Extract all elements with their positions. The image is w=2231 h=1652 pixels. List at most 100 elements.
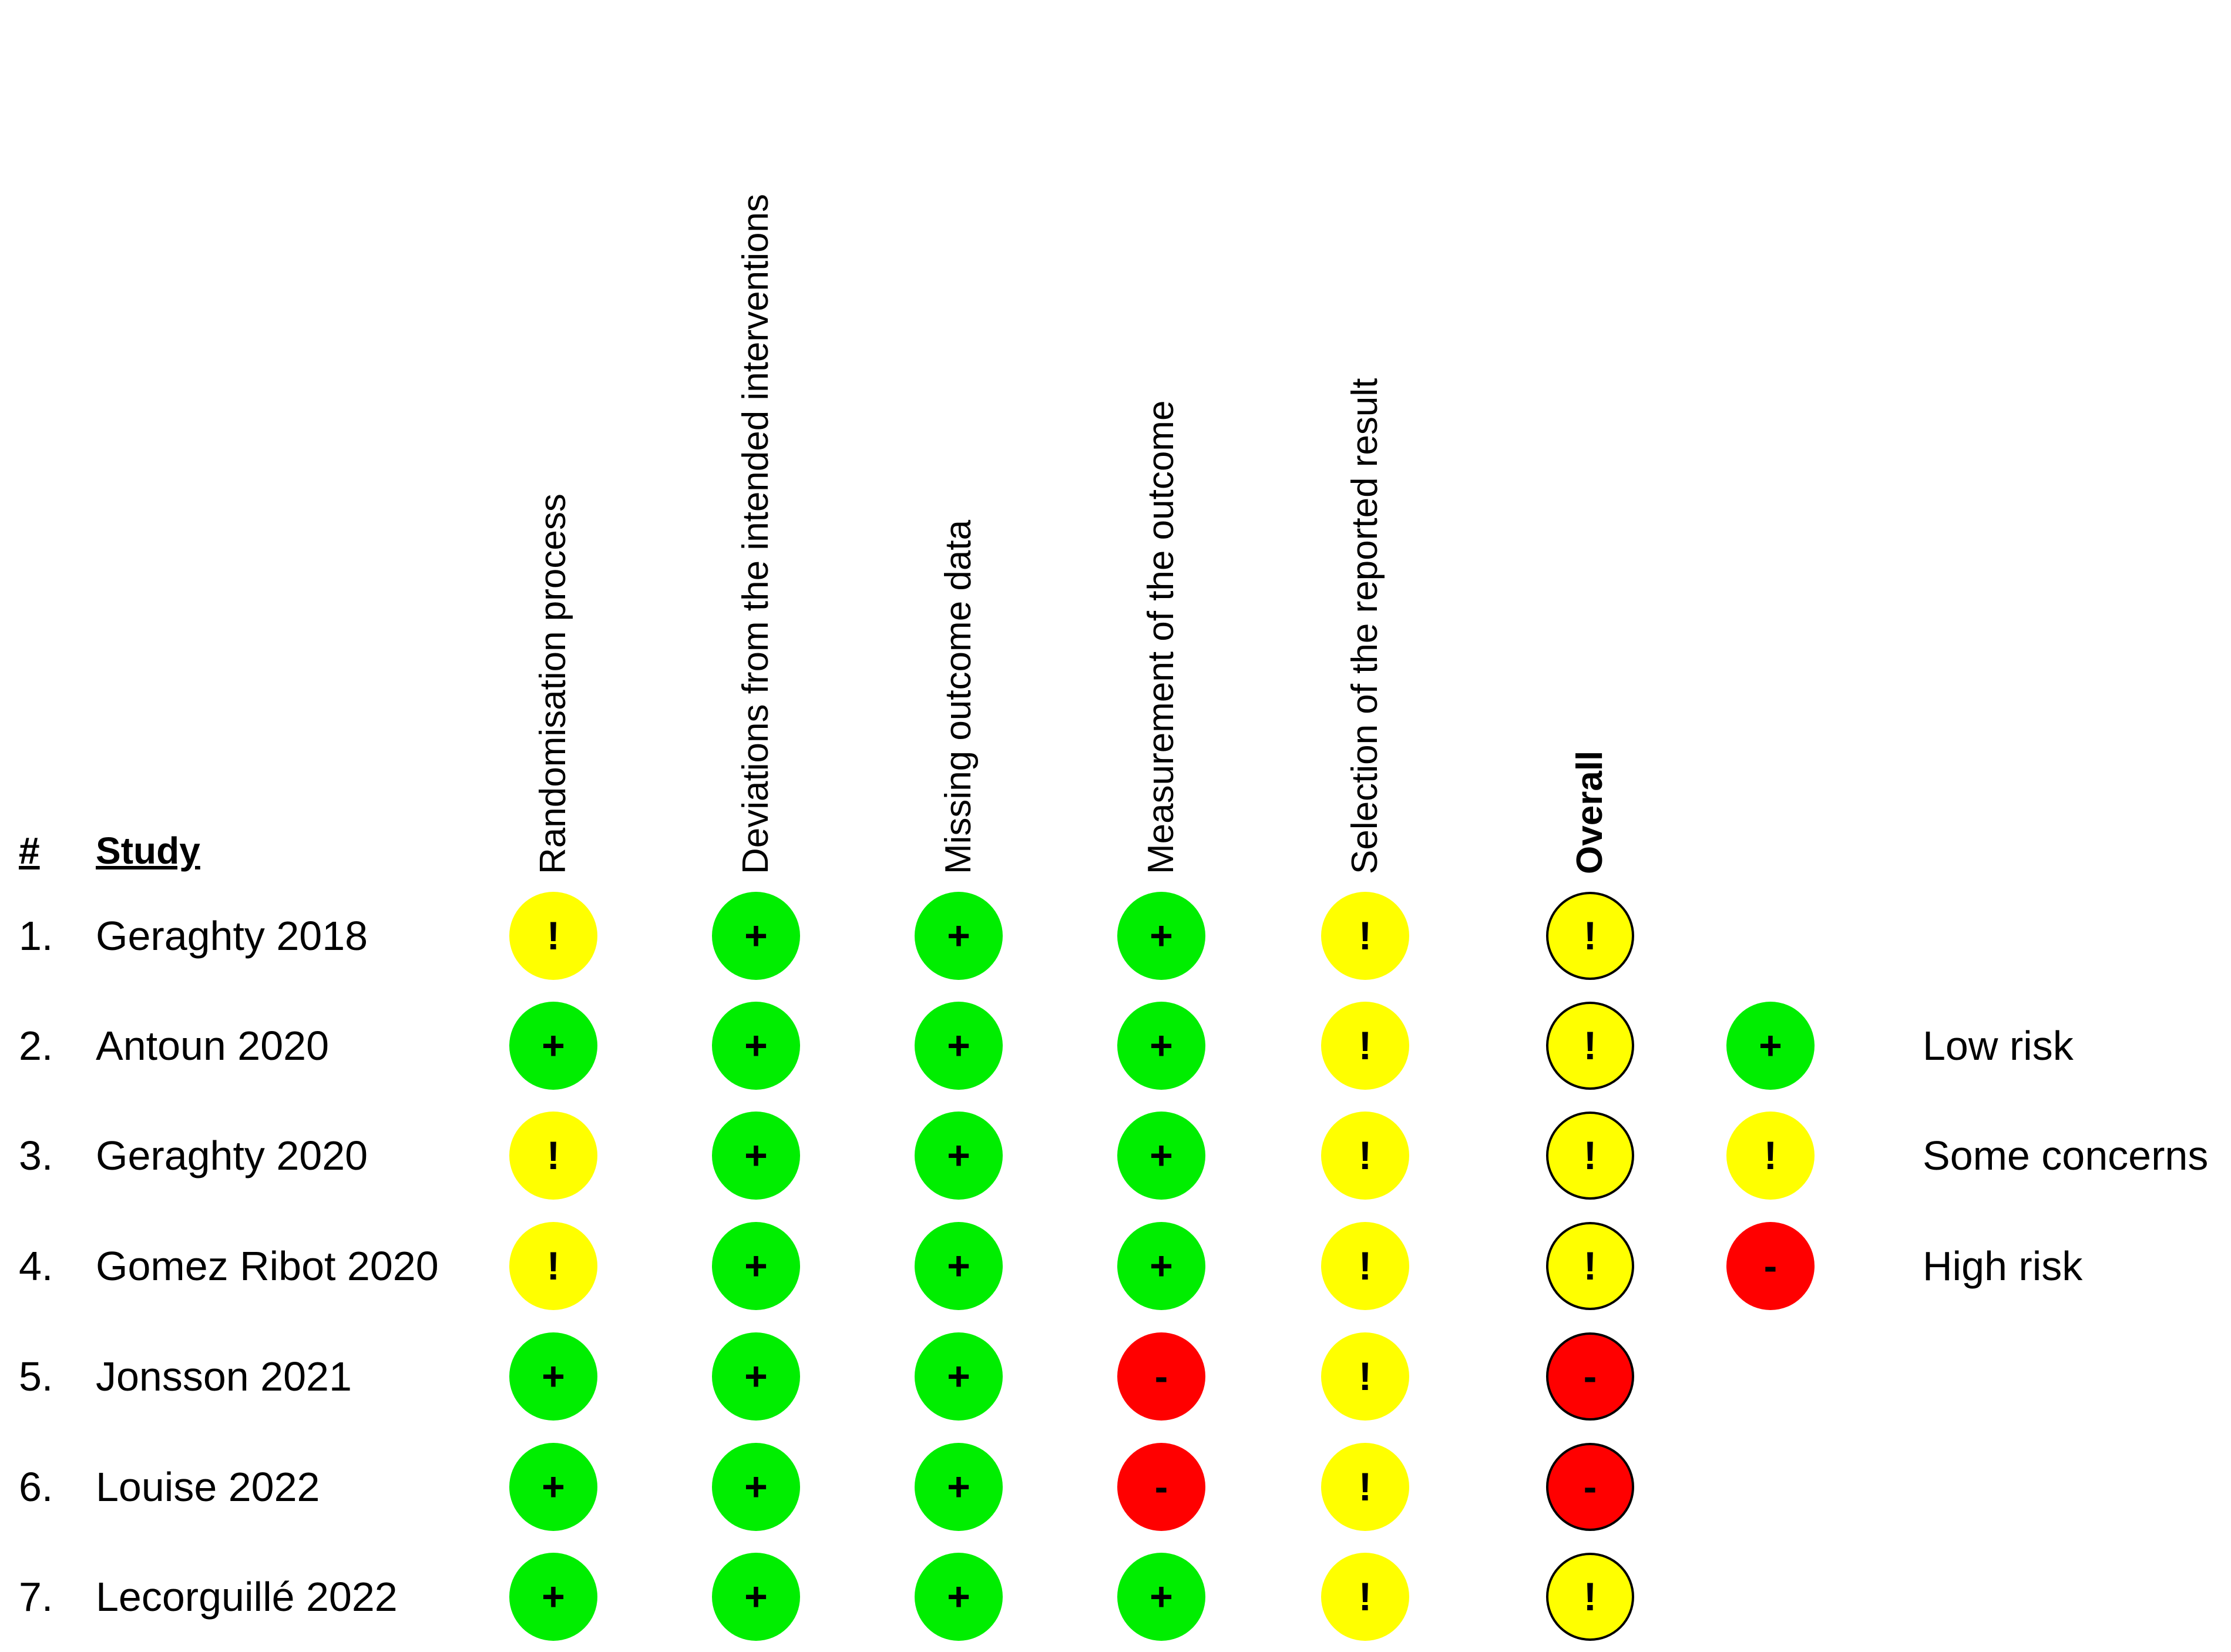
rating-some-dot: ! [1546, 1002, 1634, 1090]
legend-high-dot: - [1726, 1222, 1815, 1310]
rating-some-dot: ! [1321, 1112, 1409, 1200]
rating-symbol: + [947, 1465, 970, 1509]
rating-symbol: - [1154, 1465, 1168, 1509]
rating-low-dot: + [1117, 892, 1205, 980]
rating-symbol: + [1150, 1023, 1173, 1068]
rating-some-dot: ! [1321, 892, 1409, 980]
study-number: 2. [19, 1023, 53, 1069]
rating-some-dot: ! [1321, 1002, 1409, 1090]
rating-symbol: ! [1358, 1465, 1372, 1509]
rating-low-dot: + [915, 1332, 1003, 1421]
rating-symbol: + [1150, 1244, 1173, 1288]
header-number: # [19, 830, 40, 872]
rating-symbol: ! [1358, 1354, 1372, 1399]
rating-some-dot: ! [509, 1222, 597, 1310]
rating-some-dot: ! [1321, 1553, 1409, 1641]
rating-high-dot: - [1117, 1332, 1205, 1421]
rating-symbol: ! [1358, 1244, 1372, 1288]
rating-high-dot: - [1546, 1332, 1634, 1421]
rating-symbol: + [744, 1465, 768, 1509]
rating-symbol: + [1150, 1574, 1173, 1619]
rating-symbol: + [542, 1574, 565, 1619]
study-number: 4. [19, 1243, 53, 1289]
legend-some-label: Some concerns [1923, 1133, 2209, 1178]
rating-symbol: + [744, 1023, 768, 1068]
rating-symbol: ! [546, 1133, 560, 1178]
rating-some-dot: ! [1321, 1332, 1409, 1421]
rating-low-dot: + [509, 1002, 597, 1090]
rating-low-dot: + [915, 1222, 1003, 1310]
rating-symbol: + [744, 1244, 768, 1288]
rating-symbol: ! [1358, 914, 1372, 958]
rating-some-dot: ! [1546, 1112, 1634, 1200]
rating-symbol: - [1583, 1465, 1597, 1509]
study-number: 3. [19, 1133, 53, 1178]
rating-symbol: + [542, 1354, 565, 1399]
rating-symbol: - [1154, 1354, 1168, 1399]
legend-symbol: - [1763, 1244, 1778, 1288]
rating-low-dot: + [712, 1002, 800, 1090]
rating-symbol: ! [1583, 1244, 1597, 1288]
rating-low-dot: + [915, 1553, 1003, 1641]
domain-header: Deviations from the intended interventio… [735, 194, 776, 874]
rating-low-dot: + [712, 1112, 800, 1200]
domain-header: Selection of the reported result [1345, 378, 1385, 874]
rating-symbol: ! [1358, 1133, 1372, 1178]
rating-symbol: ! [1583, 1023, 1597, 1068]
legend-some-dot: ! [1726, 1112, 1815, 1200]
rating-symbol: + [947, 1133, 970, 1178]
rating-low-dot: + [915, 1112, 1003, 1200]
rating-symbol: ! [1358, 1023, 1372, 1068]
rating-symbol: + [1150, 914, 1173, 958]
study-name: Geraghty 2018 [96, 913, 368, 959]
rating-low-dot: + [915, 1443, 1003, 1531]
rating-symbol: + [1150, 1133, 1173, 1178]
rating-low-dot: + [509, 1443, 597, 1531]
rating-symbol: ! [1583, 1574, 1597, 1619]
rating-low-dot: + [1117, 1002, 1205, 1090]
study-number: 6. [19, 1464, 53, 1510]
rating-symbol: + [744, 1354, 768, 1399]
rating-some-dot: ! [1546, 1222, 1634, 1310]
legend-low-dot: + [1726, 1002, 1815, 1090]
domain-header: Measurement of the outcome [1141, 400, 1181, 874]
study-number: 7. [19, 1574, 53, 1620]
rating-symbol: + [744, 1133, 768, 1178]
rating-low-dot: + [712, 1443, 800, 1531]
rating-low-dot: + [1117, 1112, 1205, 1200]
rating-symbol: + [744, 914, 768, 958]
rating-symbol: + [947, 1354, 970, 1399]
rating-low-dot: + [712, 892, 800, 980]
rating-some-dot: ! [1321, 1443, 1409, 1531]
rating-symbol: ! [1583, 1133, 1597, 1178]
rating-some-dot: ! [1546, 1553, 1634, 1641]
rating-symbol: + [542, 1465, 565, 1509]
rating-symbol: - [1583, 1354, 1597, 1399]
rating-low-dot: + [712, 1222, 800, 1310]
rating-high-dot: - [1546, 1443, 1634, 1531]
rating-low-dot: + [509, 1553, 597, 1641]
rating-symbol: ! [1358, 1574, 1372, 1619]
rating-symbol: + [947, 1023, 970, 1068]
rating-symbol: + [744, 1574, 768, 1619]
rating-some-dot: ! [509, 892, 597, 980]
study-number: 1. [19, 913, 53, 959]
study-number: 5. [19, 1354, 53, 1399]
study-name: Louise 2022 [96, 1464, 320, 1510]
legend-symbol: ! [1763, 1133, 1778, 1178]
study-name: Geraghty 2020 [96, 1133, 368, 1178]
rating-symbol: ! [546, 1244, 560, 1288]
rating-low-dot: + [915, 892, 1003, 980]
legend-low-label: Low risk [1923, 1023, 2074, 1069]
rating-symbol: + [947, 1244, 970, 1288]
study-name: Lecorguillé 2022 [96, 1574, 398, 1620]
rating-symbol: + [542, 1023, 565, 1068]
study-name: Jonsson 2021 [96, 1354, 352, 1399]
rating-low-dot: + [712, 1332, 800, 1421]
domain-header: Missing outcome data [938, 519, 979, 874]
rating-low-dot: + [509, 1332, 597, 1421]
rating-some-dot: ! [1546, 892, 1634, 980]
rating-symbol: ! [546, 914, 560, 958]
rating-symbol: + [947, 914, 970, 958]
